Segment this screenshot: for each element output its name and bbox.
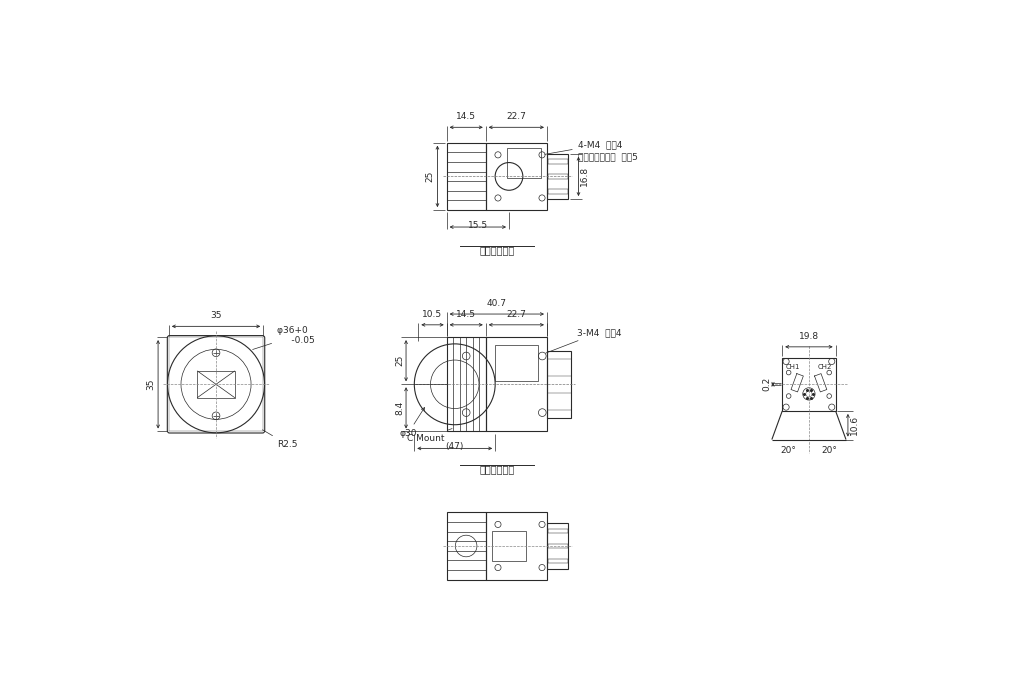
Bar xyxy=(548,189,568,194)
Bar xyxy=(494,344,538,381)
Text: 10.6: 10.6 xyxy=(850,415,858,435)
Text: 8.4: 8.4 xyxy=(396,401,405,415)
Bar xyxy=(486,512,547,580)
Text: 0.2: 0.2 xyxy=(762,377,771,391)
Bar xyxy=(548,159,568,164)
Bar xyxy=(548,174,568,179)
Bar xyxy=(547,524,569,568)
Text: φ30: φ30 xyxy=(399,407,424,438)
Text: 3-M4  深さ4: 3-M4 深さ4 xyxy=(546,328,622,353)
Bar xyxy=(447,143,486,210)
Text: 対面同一形状: 対面同一形状 xyxy=(479,245,514,255)
Bar xyxy=(548,559,568,564)
Text: 35: 35 xyxy=(146,379,154,390)
Text: 16.8: 16.8 xyxy=(580,167,589,186)
Bar xyxy=(169,337,264,431)
Text: R2.5: R2.5 xyxy=(263,430,298,449)
Bar xyxy=(492,531,525,561)
Bar xyxy=(548,544,568,548)
Text: C Mount: C Mount xyxy=(407,428,452,442)
Text: 20°: 20° xyxy=(781,446,796,455)
Text: 40.7: 40.7 xyxy=(487,299,507,308)
Text: 10.5: 10.5 xyxy=(422,309,443,318)
Text: CH2: CH2 xyxy=(818,364,832,370)
Bar xyxy=(197,371,235,398)
Text: カメラ三脚ネジ  深さ5: カメラ三脚ネジ 深さ5 xyxy=(578,153,638,162)
Bar xyxy=(548,528,568,533)
Bar xyxy=(507,148,541,178)
Text: 20°: 20° xyxy=(821,446,837,455)
Text: 22.7: 22.7 xyxy=(507,310,526,319)
Bar xyxy=(547,351,572,418)
Bar xyxy=(486,337,547,431)
Text: 35: 35 xyxy=(210,312,221,320)
Bar xyxy=(486,143,547,210)
Text: 4-M4  深さ4: 4-M4 深さ4 xyxy=(545,140,622,155)
Text: 14.5: 14.5 xyxy=(456,112,476,121)
Text: 25: 25 xyxy=(425,171,435,182)
Bar xyxy=(782,358,835,411)
Text: 22.7: 22.7 xyxy=(507,112,526,121)
Bar xyxy=(547,154,569,199)
Text: CH1: CH1 xyxy=(786,364,800,370)
Bar xyxy=(447,512,486,580)
Text: (47): (47) xyxy=(446,442,464,452)
Text: 対面同一形状: 対面同一形状 xyxy=(479,464,514,474)
Text: 25: 25 xyxy=(396,355,405,366)
Text: φ36+0⁠
     -0.05: φ36+0⁠ -0.05 xyxy=(252,326,315,349)
Text: 15.5: 15.5 xyxy=(468,221,488,230)
Text: 19.8: 19.8 xyxy=(799,332,819,341)
Bar xyxy=(447,337,486,431)
Text: 14.5: 14.5 xyxy=(456,310,476,319)
